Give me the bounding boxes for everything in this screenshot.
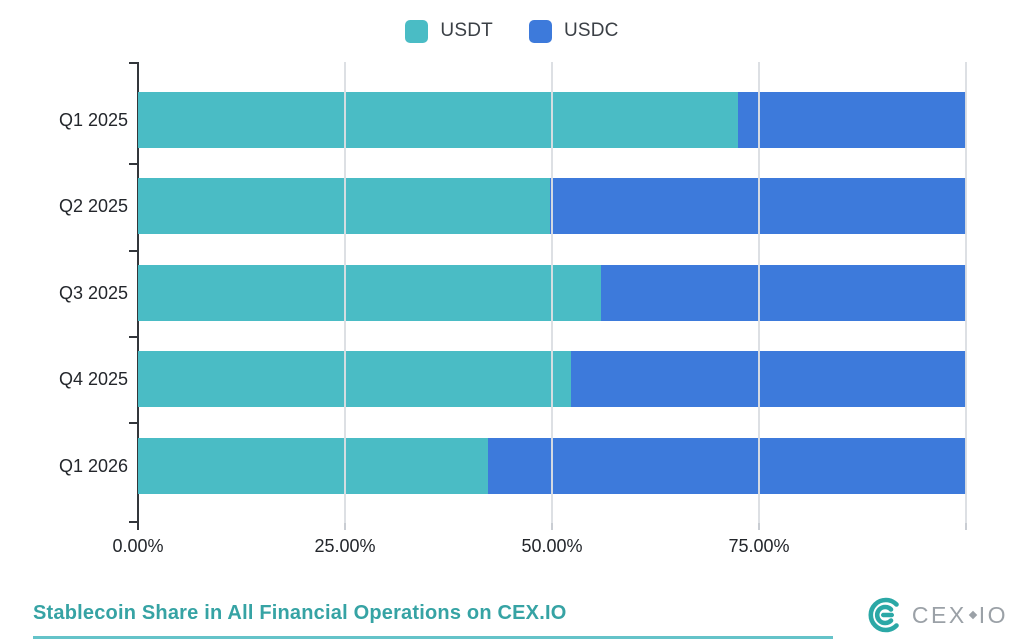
y-axis-label-q2-2025: Q2 2025 — [58, 196, 128, 217]
chart-title: Stablecoin Share in All Financial Operat… — [33, 602, 567, 624]
x-axis-label-0: 0.00% — [112, 536, 164, 556]
x-axis-label-25: 25.00% — [314, 536, 376, 556]
x-axis-tick-0 — [137, 523, 139, 530]
y-axis-tick — [129, 249, 137, 252]
bar-segment-usdt-q3-2025[interactable] — [138, 264, 601, 321]
bar-segment-usdc-q3-2025[interactable] — [600, 264, 966, 321]
legend-label-usdc: USDC — [563, 20, 619, 41]
bar-row-q3-2025 — [138, 264, 966, 321]
y-axis-label-q1-2025: Q1 2025 — [58, 110, 128, 130]
y-axis-tick — [129, 336, 137, 338]
bar-segment-usdc-q1-2025[interactable] — [738, 92, 966, 148]
usdc-swatch-icon — [528, 19, 552, 43]
y-axis-label-q3-2025: Q3 2025 — [58, 282, 128, 303]
y-axis-tick — [129, 422, 137, 425]
legend-label-usdt: USDT — [440, 20, 493, 41]
legend-item-usdt[interactable]: USDT — [405, 19, 493, 43]
gridline-75 — [758, 62, 760, 523]
y-axis-tick — [129, 521, 137, 523]
bar-segment-usdc-q1-2026[interactable] — [488, 437, 966, 494]
y-axis-tick — [129, 163, 137, 166]
gridline-100 — [965, 62, 967, 523]
bar-segment-usdt-q1-2026[interactable] — [138, 437, 489, 494]
x-axis-label-75: 75.00% — [728, 536, 790, 556]
x-axis-tick-75 — [758, 523, 760, 530]
legend-item-usdc[interactable]: USDC — [528, 19, 619, 43]
usdt-swatch-icon — [405, 19, 429, 43]
gridline-25 — [344, 62, 346, 523]
chart-legend: USDT USDC — [0, 16, 1024, 46]
bar-segment-usdt-q4-2025[interactable] — [138, 351, 572, 408]
bar-segment-usdc-q4-2025[interactable] — [571, 351, 966, 408]
gridline-50 — [551, 62, 553, 523]
x-axis-tick-50 — [551, 523, 553, 530]
x-axis-tick-25 — [344, 523, 346, 530]
y-axis-label-q1-2026: Q1 2026 — [58, 455, 128, 476]
cexio-logo: CEX IO — [866, 596, 1008, 634]
bar-row-q1-2025 — [138, 92, 966, 148]
bar-segment-usdt-q1-2025[interactable] — [138, 92, 739, 148]
bar-row-q4-2025 — [138, 351, 966, 408]
plot-area — [129, 62, 967, 530]
cexio-logo-text: CEX IO — [911, 601, 1008, 628]
cexio-logo-mark-icon — [868, 597, 899, 633]
bar-row-q1-2026 — [138, 437, 966, 494]
x-axis-label-50: 50.00% — [521, 536, 583, 556]
y-axis-label-q4-2025: Q4 2025 — [58, 369, 128, 390]
logo-separator-icon — [968, 611, 977, 620]
y-axis-tick — [129, 62, 137, 64]
x-axis-tick-100 — [965, 523, 967, 530]
bottom-divider — [33, 636, 833, 639]
